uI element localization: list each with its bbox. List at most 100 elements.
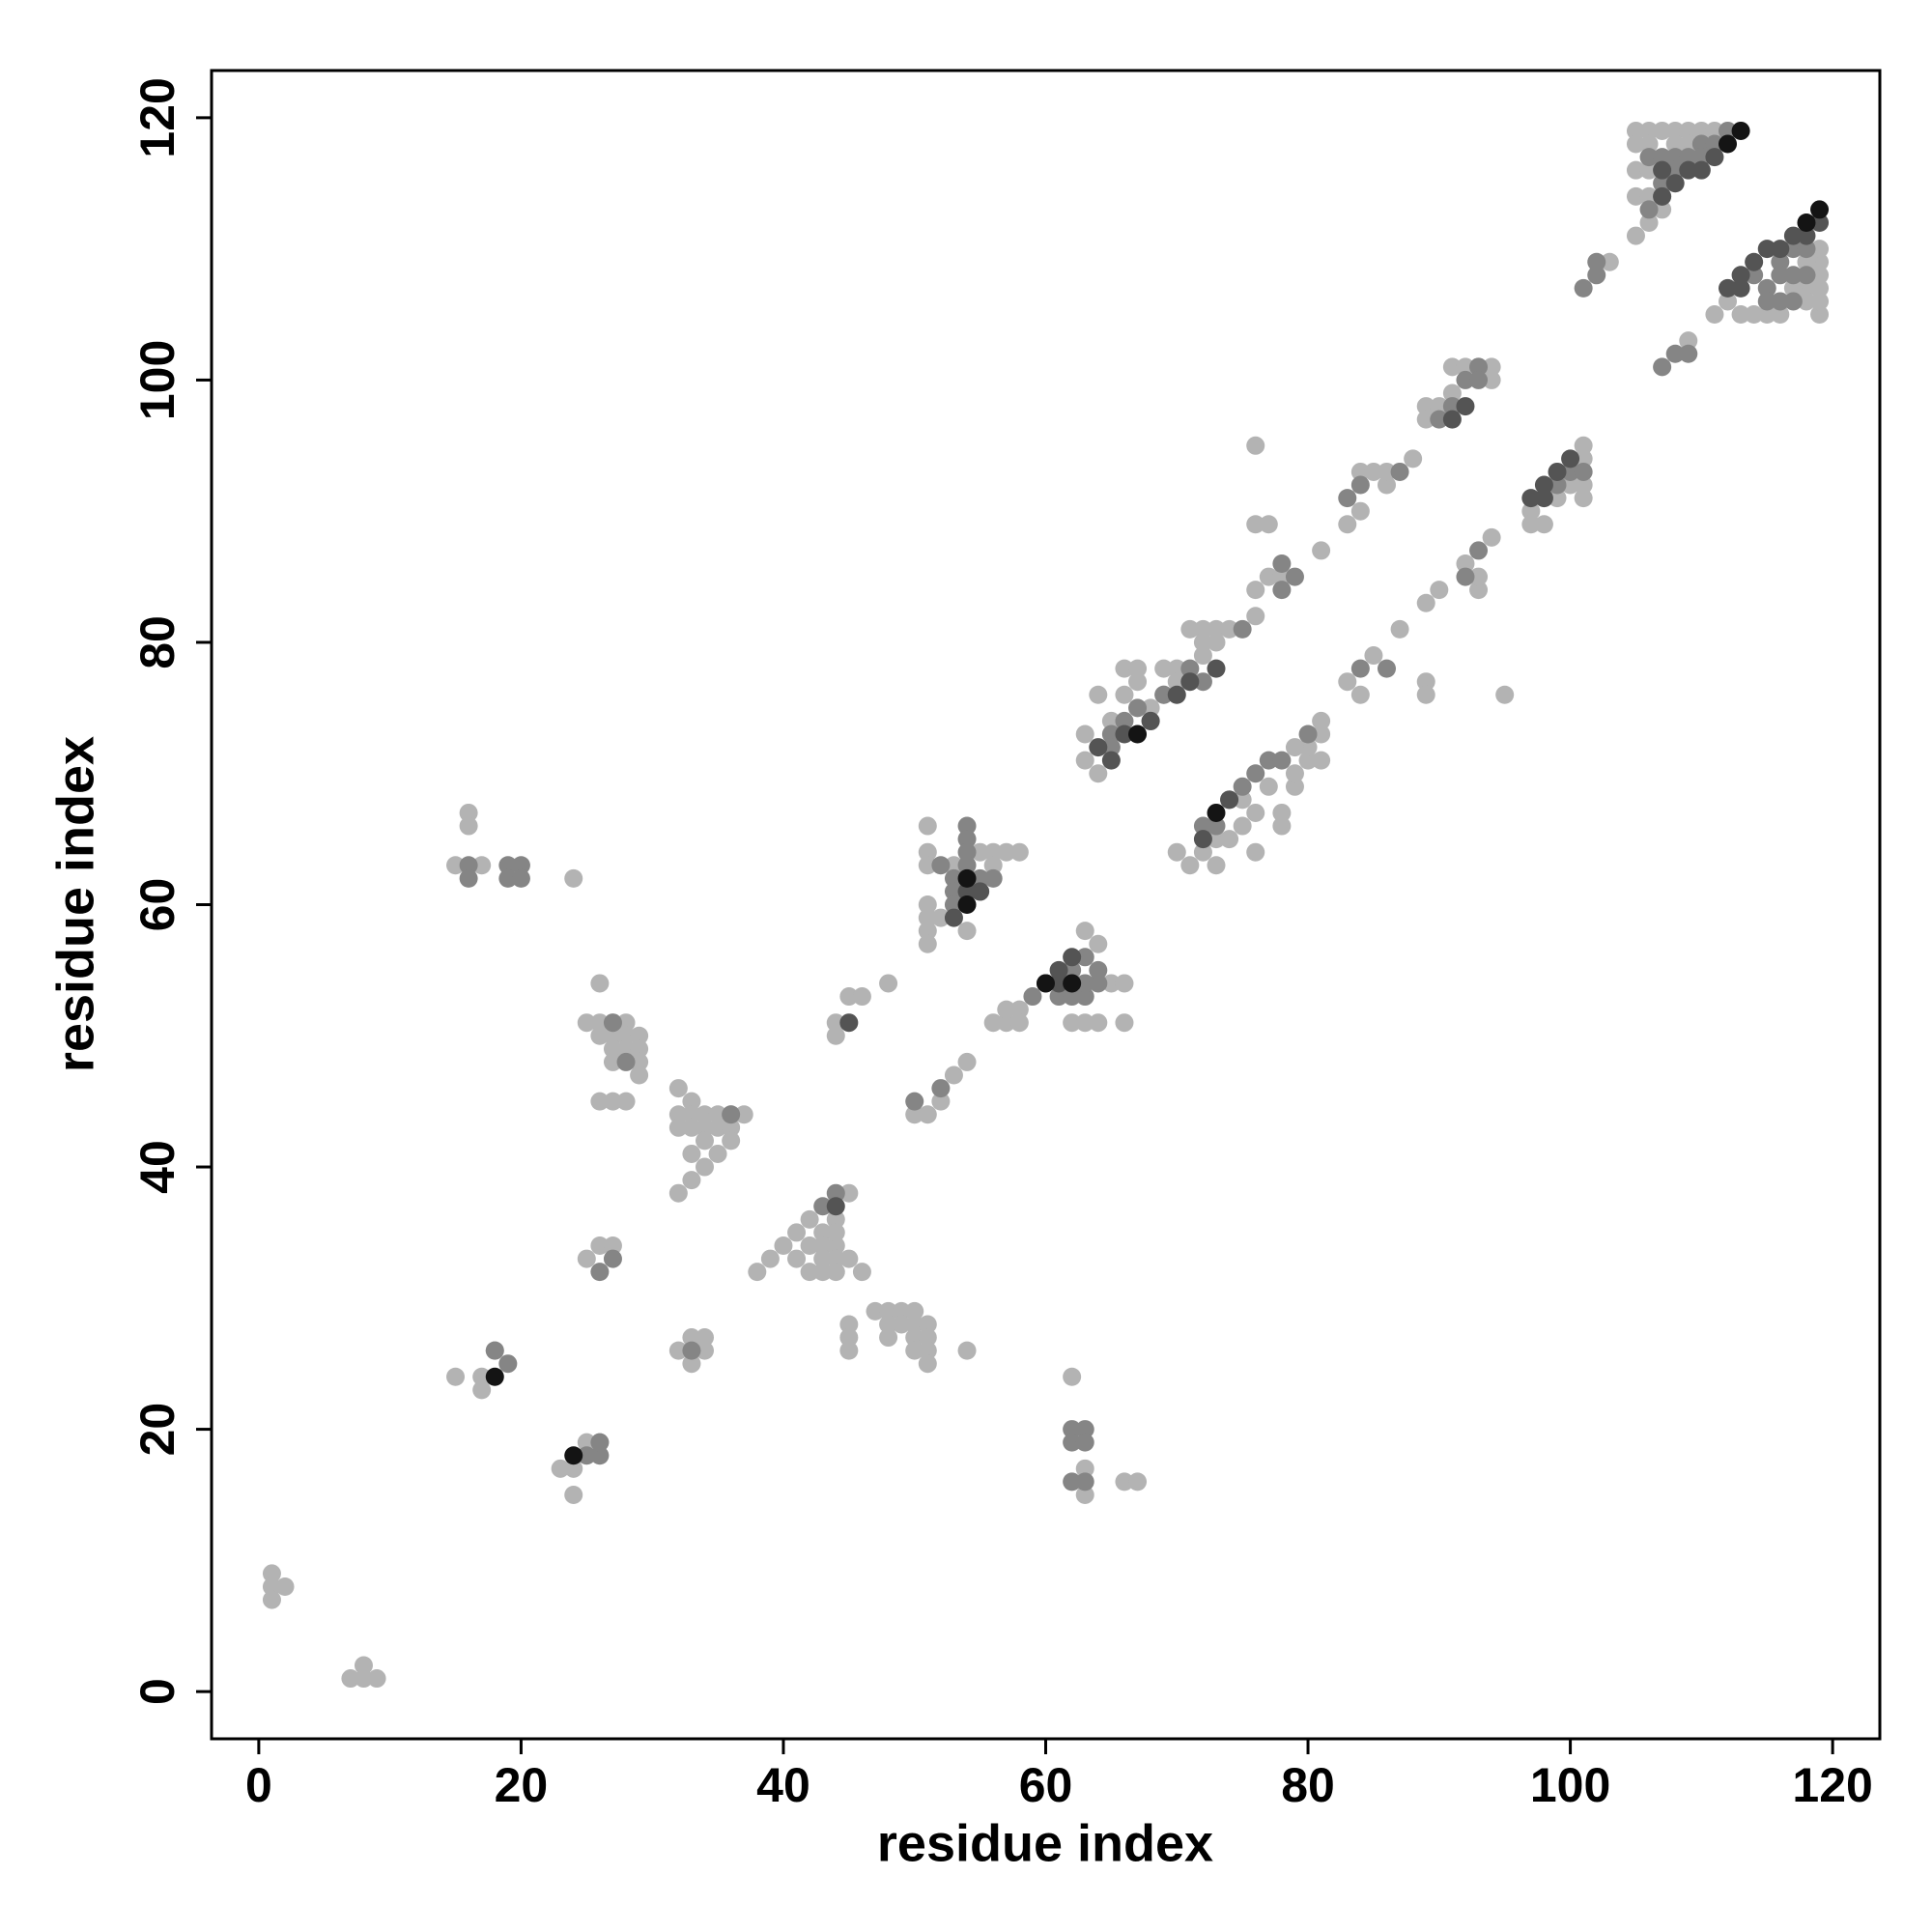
contact-point	[971, 882, 990, 901]
contact-point	[1075, 751, 1094, 770]
contact-point	[1063, 960, 1082, 980]
contact-point	[1691, 160, 1711, 180]
contact-point	[1665, 174, 1685, 193]
contact-point	[1482, 370, 1501, 389]
contact-point	[1719, 292, 1738, 311]
contact-point	[774, 1236, 793, 1256]
contact-point	[1797, 278, 1816, 298]
contact-point	[1285, 777, 1304, 796]
contact-point	[1167, 842, 1186, 862]
contact-point	[957, 830, 977, 849]
contact-point	[354, 1669, 373, 1689]
contact-point	[1679, 121, 1698, 140]
contact-point	[839, 987, 859, 1007]
contact-point	[459, 856, 478, 875]
contact-point	[1193, 830, 1212, 849]
contact-point	[1771, 266, 1790, 285]
contact-point	[957, 895, 977, 914]
contact-point	[616, 1092, 636, 1111]
contact-point	[1207, 619, 1226, 639]
contact-point	[1705, 305, 1724, 325]
contact-point	[1705, 134, 1724, 154]
contact-point	[1416, 685, 1435, 704]
contact-point	[590, 1236, 610, 1256]
contact-point	[957, 856, 977, 875]
contact-point	[1705, 121, 1724, 140]
contact-point	[590, 1013, 610, 1033]
contact-point	[1350, 685, 1370, 704]
contact-point	[1731, 305, 1750, 325]
contact-point	[1207, 856, 1226, 875]
contact-point	[511, 868, 530, 888]
contact-point	[1207, 659, 1226, 678]
contact-point	[1128, 1472, 1148, 1492]
contact-point	[918, 1354, 937, 1374]
contact-point	[1534, 515, 1553, 534]
contact-point	[1193, 842, 1212, 862]
contact-point	[1378, 475, 1397, 495]
contact-point	[944, 882, 963, 901]
contact-point	[630, 1052, 649, 1071]
contact-point	[668, 1105, 688, 1124]
contact-point	[1430, 410, 1449, 429]
contact-point	[1063, 1367, 1082, 1386]
contact-point	[1442, 384, 1462, 403]
y-tick-label: 40	[130, 1140, 185, 1194]
contact-point	[1259, 515, 1278, 534]
contact-point	[1626, 121, 1645, 140]
contact-point	[1115, 724, 1134, 744]
contact-point	[1810, 213, 1830, 232]
contact-point	[1679, 331, 1698, 351]
contact-point	[1404, 449, 1423, 469]
contact-point	[275, 1577, 295, 1597]
contact-point	[957, 922, 977, 941]
contact-point	[1534, 475, 1553, 495]
contact-point	[1364, 646, 1383, 666]
contact-point	[682, 1341, 701, 1360]
contact-point	[957, 842, 977, 862]
contact-point	[931, 908, 951, 927]
contact-point	[1639, 213, 1659, 232]
contact-point	[1810, 266, 1830, 285]
contact-point	[1783, 292, 1803, 311]
contact-point	[839, 1328, 859, 1348]
contact-point	[1783, 278, 1803, 298]
contact-point	[1350, 659, 1370, 678]
contact-point	[1561, 449, 1580, 469]
contact-point	[1075, 948, 1094, 967]
contact-point	[1639, 148, 1659, 167]
contact-point	[1757, 240, 1776, 259]
contact-point	[511, 856, 530, 875]
x-tick-label: 100	[1530, 1758, 1610, 1812]
contact-point	[341, 1669, 360, 1689]
contact-point	[1272, 567, 1292, 586]
contact-point	[1797, 240, 1816, 259]
contact-point	[1810, 292, 1830, 311]
contact-point	[1745, 266, 1764, 285]
contact-point	[1771, 252, 1790, 271]
contact-point	[1063, 1433, 1082, 1452]
y-tick-label: 0	[130, 1678, 185, 1705]
contact-point	[1416, 672, 1435, 692]
contact-point	[1089, 934, 1108, 953]
contact-point	[1312, 724, 1331, 744]
contact-point	[1272, 581, 1292, 600]
contact-point	[1797, 266, 1816, 285]
contact-point	[734, 1105, 753, 1124]
contact-point	[1561, 475, 1580, 495]
contact-point	[1063, 987, 1082, 1007]
contact-point	[1719, 278, 1738, 298]
contact-point	[1298, 724, 1318, 744]
contact-point	[1797, 226, 1816, 245]
x-tick-label: 120	[1792, 1758, 1872, 1812]
contact-point	[1731, 278, 1750, 298]
contact-point	[1154, 685, 1174, 704]
contact-point	[1180, 659, 1200, 678]
contact-point	[708, 1144, 727, 1163]
contact-point	[1731, 121, 1750, 140]
contact-point	[997, 1000, 1016, 1019]
contact-point	[905, 1315, 924, 1334]
contact-point	[446, 1367, 466, 1386]
contact-point	[1665, 160, 1685, 180]
contact-point	[1626, 160, 1645, 180]
